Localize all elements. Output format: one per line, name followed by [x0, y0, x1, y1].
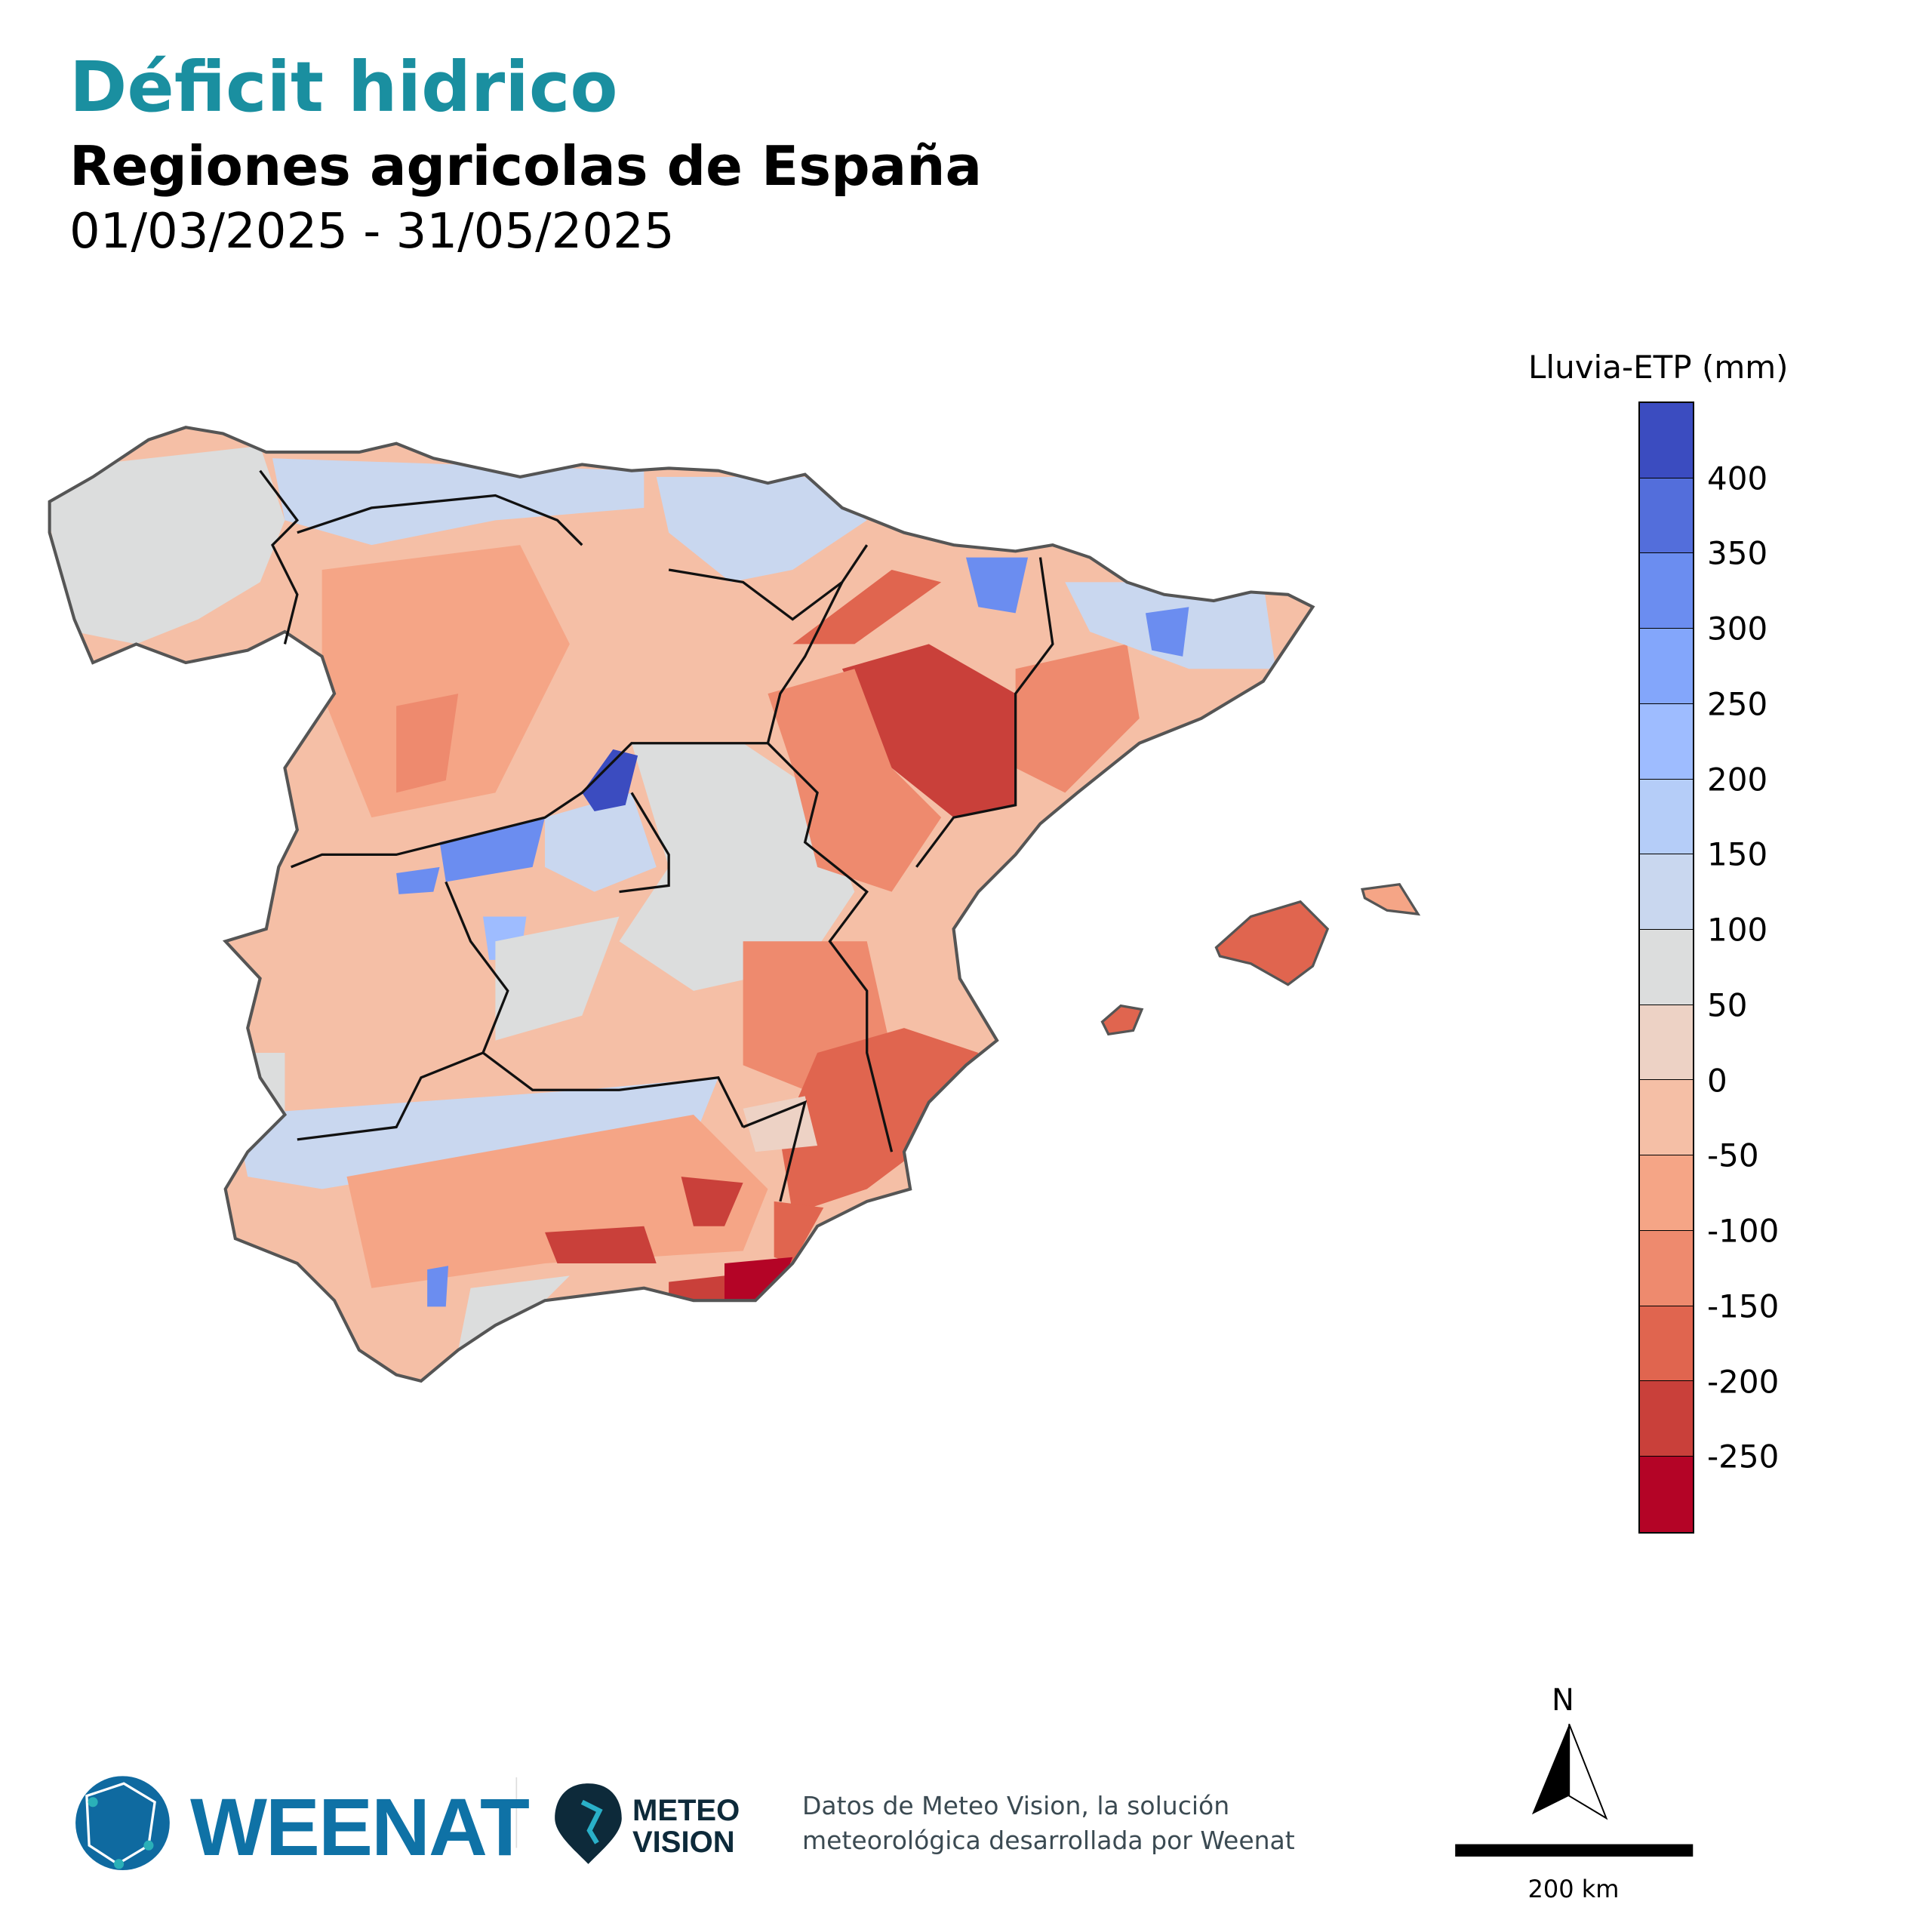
- region-fill: [427, 1266, 449, 1307]
- region-fill: [774, 1201, 824, 1263]
- region-fill: [743, 1096, 818, 1152]
- weenat-logo-icon: [75, 1776, 170, 1871]
- legend-title: Lluvia-ETP (mm): [1528, 349, 1789, 386]
- region-fill: [495, 916, 620, 1041]
- map-subtitle: Regiones agricolas de España: [69, 134, 983, 198]
- meteo-vision-logo-text: METEO VISION: [632, 1795, 740, 1858]
- region-fill: [235, 1077, 718, 1189]
- region-fill: [346, 1115, 768, 1288]
- region-fill: [396, 694, 459, 793]
- colorbar-bin: [1640, 1155, 1693, 1231]
- colorbar-bin: [1640, 478, 1693, 554]
- meteo-vision-line2: VISION: [632, 1826, 735, 1859]
- colorbar-bin: [1640, 1306, 1693, 1382]
- weenat-logo-text: WEENAT: [190, 1781, 530, 1872]
- region-fill: [545, 792, 657, 892]
- colorbar-bin: [1640, 779, 1693, 855]
- colorbar-tick-label: 50: [1707, 986, 1748, 1024]
- region-fill: [966, 557, 1029, 614]
- north-label: N: [1552, 1683, 1574, 1718]
- colorbar-bin: [1640, 1080, 1693, 1156]
- region-fill: [272, 458, 645, 546]
- colorbar-tick-label: -250: [1707, 1438, 1780, 1475]
- colorbar-tick-label: 100: [1707, 911, 1768, 949]
- colorbar-bin: [1640, 1230, 1693, 1306]
- menorca: [1361, 883, 1421, 916]
- colorbar: [1638, 402, 1694, 1534]
- colorbar-bin: [1640, 1457, 1693, 1532]
- scale-bar: [1455, 1844, 1694, 1857]
- colorbar-tick-label: -50: [1707, 1137, 1759, 1174]
- date-range: 01/03/2025 - 31/05/2025: [69, 204, 675, 260]
- colorbar-tick-label: 0: [1707, 1062, 1727, 1100]
- colorbar-tick-label: 150: [1707, 835, 1768, 873]
- colorbar-tick-label: 350: [1707, 534, 1768, 572]
- meteo-vision-logo-icon: [555, 1783, 622, 1864]
- region-fill: [439, 817, 546, 882]
- region-fill: [321, 545, 570, 818]
- region-fills: [49, 427, 1313, 1381]
- region-fill: [1015, 644, 1140, 793]
- colorbar-bin: [1640, 553, 1693, 629]
- colorbar-bin: [1640, 629, 1693, 704]
- colorbar-tick-label: 400: [1707, 460, 1768, 497]
- colorbar-tick-label: 200: [1707, 761, 1768, 798]
- region-fill: [768, 669, 942, 892]
- meteo-vision-line1: METEO: [632, 1794, 740, 1827]
- region-fill: [619, 743, 855, 991]
- ibiza: [1100, 1004, 1144, 1036]
- north-arrow-right: [1568, 1724, 1608, 1820]
- north-arrow-left: [1531, 1724, 1570, 1815]
- map-title: Déficit hidrico: [69, 47, 618, 128]
- colorbar-tick-label: -150: [1707, 1288, 1780, 1325]
- region-fill: [792, 569, 942, 645]
- scale-label: 200 km: [1527, 1875, 1620, 1903]
- community-borders: [259, 469, 1054, 1202]
- colorbar-bin: [1640, 703, 1693, 780]
- region-fill: [841, 644, 1016, 818]
- credit-line-1: Datos de Meteo Vision, la solución: [802, 1791, 1230, 1820]
- colorbar-bin: [1640, 1381, 1693, 1457]
- region-fill: [49, 445, 285, 645]
- region-fill: [396, 866, 440, 894]
- region-fill: [656, 476, 867, 583]
- colorbar-bin: [1640, 930, 1693, 1005]
- colorbar-tick-label: -200: [1707, 1363, 1780, 1401]
- colorbar-tick-label: 300: [1707, 610, 1768, 648]
- colorbar-bin: [1640, 854, 1693, 931]
- credit-line-2: meteorológica desarrollada por Weenat: [802, 1826, 1295, 1855]
- colorbar-bin: [1640, 403, 1693, 478]
- colorbar-tick-label: -100: [1707, 1212, 1780, 1250]
- data-credit: Datos de Meteo Vision, la solución meteo…: [802, 1789, 1295, 1858]
- region-fill: [780, 1028, 979, 1214]
- colorbar-tick-label: 250: [1707, 685, 1768, 723]
- colorbar-bin: [1640, 1005, 1693, 1081]
- region-fill: [681, 1177, 743, 1226]
- region-fill: [1145, 607, 1189, 657]
- region-fill: [582, 749, 638, 811]
- region-fill: [545, 1226, 657, 1263]
- mallorca: [1214, 900, 1330, 986]
